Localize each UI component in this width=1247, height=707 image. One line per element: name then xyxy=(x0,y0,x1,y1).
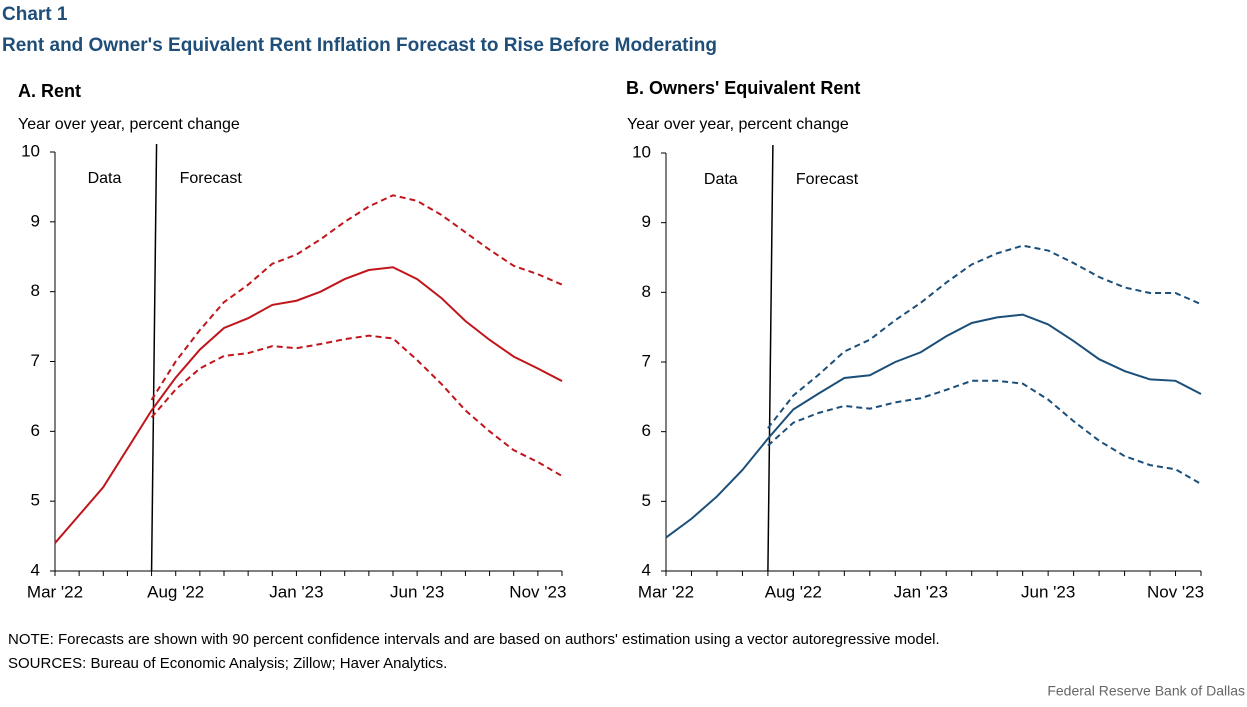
x-tick-label: Jan '23 xyxy=(269,582,323,601)
y-tick-label: 8 xyxy=(31,281,40,300)
x-tick-label: Jan '23 xyxy=(894,582,948,601)
x-tick-label: Nov '23 xyxy=(509,582,566,601)
y-tick-label: 9 xyxy=(31,211,40,230)
y-tick-label: 10 xyxy=(632,142,651,161)
x-tick-label: Jun '23 xyxy=(390,582,444,601)
y-tick-label: 5 xyxy=(642,491,651,510)
y-tick-label: 4 xyxy=(642,560,651,579)
y-tick-label: 7 xyxy=(642,351,651,370)
annotation: Forecast xyxy=(180,170,243,187)
x-tick-label: Nov '23 xyxy=(1147,582,1204,601)
series-line xyxy=(767,379,1202,485)
series-line xyxy=(150,334,563,477)
annotation: Data xyxy=(88,170,122,187)
y-tick-label: 6 xyxy=(31,421,40,440)
y-tick-label: 7 xyxy=(31,351,40,370)
x-tick-label: Aug '22 xyxy=(765,582,822,601)
y-tick-label: 8 xyxy=(642,282,651,301)
chart-label: Chart 1 xyxy=(2,4,68,25)
y-tick-label: 9 xyxy=(642,212,651,231)
y-tick-label: 6 xyxy=(642,421,651,440)
panel-title: B. Owners' Equivalent Rent xyxy=(626,78,860,98)
forecast-divider xyxy=(150,143,158,572)
note: NOTE: Forecasts are shown with 90 percen… xyxy=(8,631,940,648)
figure-title: Rent and Owner's Equivalent Rent Inflati… xyxy=(2,35,717,56)
series-line xyxy=(54,266,563,544)
series-line xyxy=(767,244,1202,429)
x-tick-label: Jun '23 xyxy=(1021,582,1075,601)
x-tick-label: Aug '22 xyxy=(147,582,204,601)
y-tick-label: 10 xyxy=(21,141,40,160)
series-line xyxy=(665,313,1202,539)
forecast-divider xyxy=(767,144,774,572)
x-tick-label: Mar '22 xyxy=(638,582,694,601)
credit: Federal Reserve Bank of Dallas xyxy=(1047,683,1245,699)
annotation: Data xyxy=(704,171,738,188)
y-axis-label: Year over year, percent change xyxy=(627,116,849,133)
x-tick-label: Mar '22 xyxy=(27,582,83,601)
annotation: Forecast xyxy=(796,171,859,188)
y-axis-label: Year over year, percent change xyxy=(18,116,240,133)
series-line xyxy=(150,194,563,401)
y-tick-label: 5 xyxy=(31,491,40,510)
y-tick-label: 4 xyxy=(31,560,40,579)
sources: SOURCES: Bureau of Economic Analysis; Zi… xyxy=(8,655,447,672)
panel-title: A. Rent xyxy=(18,81,81,101)
